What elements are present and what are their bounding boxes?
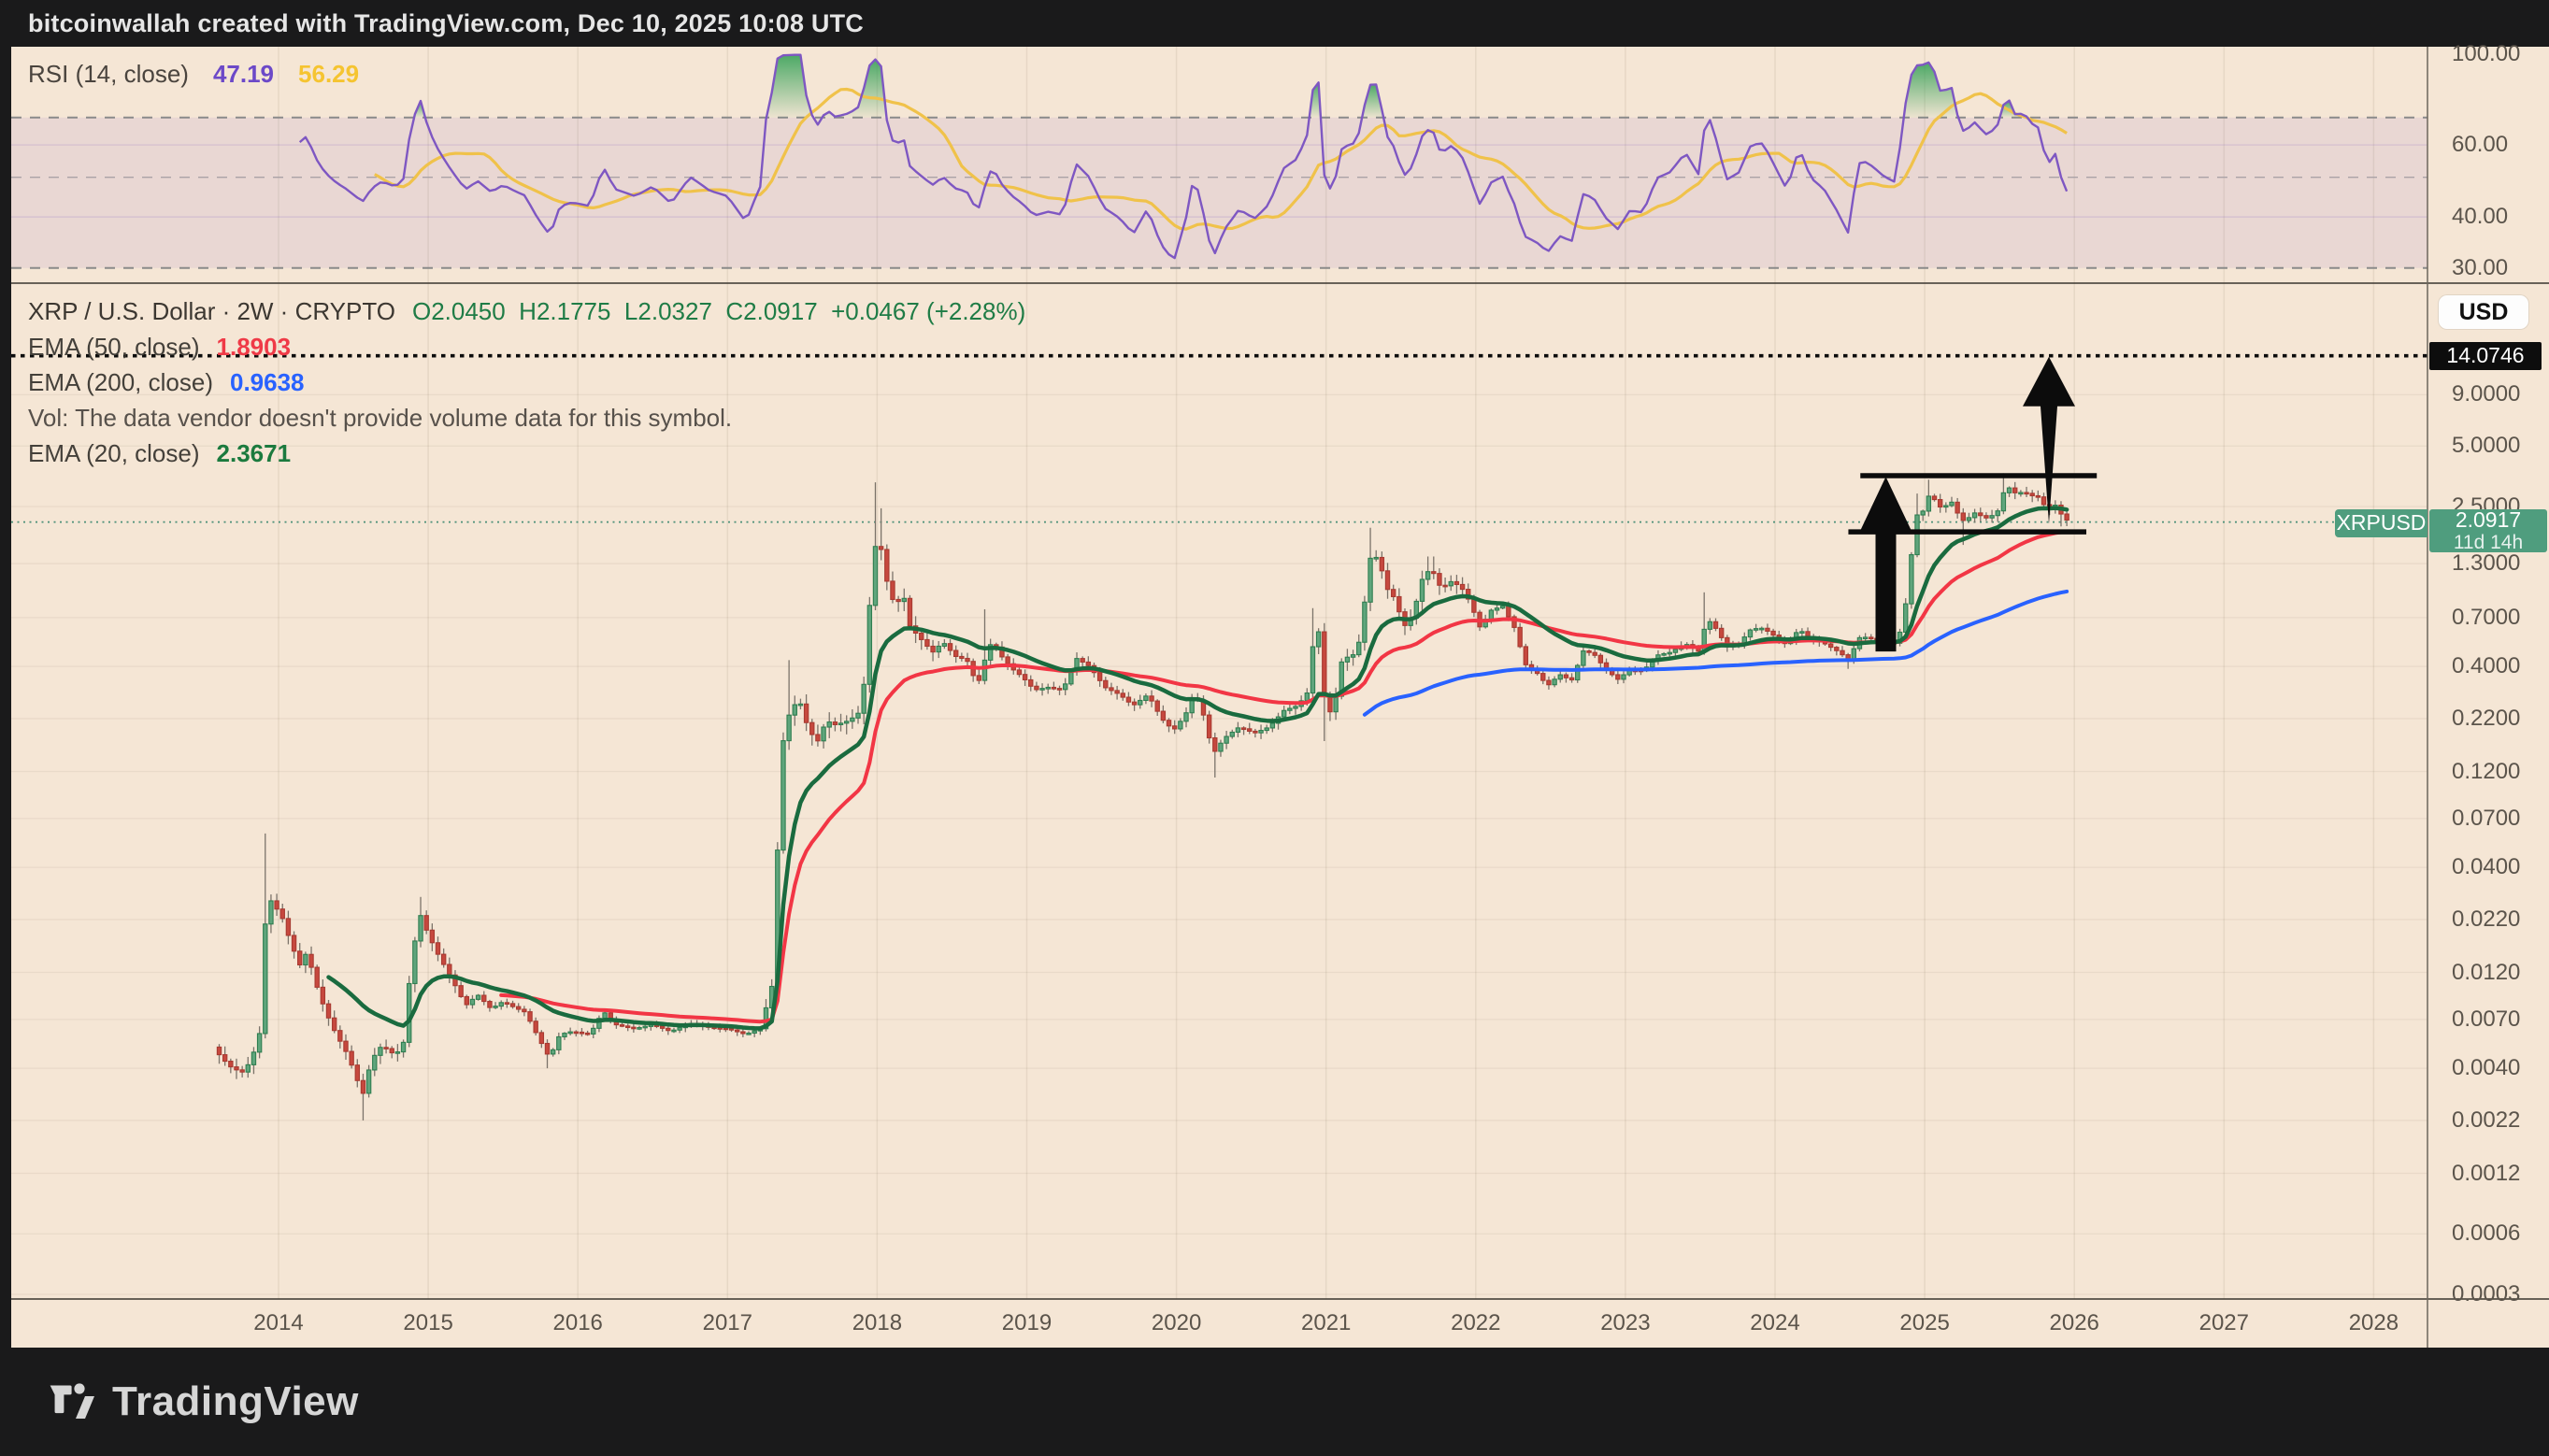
year-label[interactable]: 2028 — [2348, 1310, 2399, 1335]
tradingview-logo-icon — [50, 1383, 94, 1419]
tradingview-logo-text: TradingView — [112, 1378, 359, 1424]
year-label[interactable]: 2026 — [2049, 1310, 2099, 1335]
year-label[interactable]: 2023 — [1600, 1310, 1651, 1335]
price-axis-label: 0.1200 — [2452, 758, 2521, 784]
price-axis-label: 0.0006 — [2452, 1220, 2521, 1247]
price-axis-label: 0.0012 — [2452, 1160, 2521, 1186]
year-label[interactable]: 2019 — [1001, 1310, 1053, 1335]
price-axis-label: 0.0220 — [2452, 906, 2521, 932]
price-axis-label: 0.0700 — [2452, 805, 2521, 831]
price-axis-label: 5.0000 — [2452, 433, 2521, 459]
year-label[interactable]: 2015 — [403, 1310, 453, 1335]
year-label[interactable]: 2027 — [2198, 1310, 2249, 1335]
year-label[interactable]: 2014 — [253, 1310, 304, 1335]
rsi-axis-label: 40.00 — [2452, 204, 2509, 230]
rsi-axis-label: 100.00 — [2452, 41, 2521, 66]
price-axis-label: 0.2200 — [2452, 705, 2521, 731]
year-label[interactable]: 2022 — [1451, 1310, 1501, 1335]
title-bar: bitcoinwallah created with TradingView.c… — [0, 0, 2549, 47]
price-axis-label: 0.0070 — [2452, 1006, 2521, 1032]
year-label[interactable]: 2020 — [1151, 1310, 1202, 1335]
year-label[interactable]: 2016 — [552, 1310, 603, 1335]
year-label[interactable]: 2025 — [1899, 1310, 1950, 1335]
price-axis-label: 0.0120 — [2452, 959, 2521, 985]
chart-canvas-background — [11, 47, 2549, 1348]
price-axis-label: 9.0000 — [2452, 381, 2521, 407]
rsi-axis-label: 60.00 — [2452, 132, 2509, 158]
tradingview-logo[interactable]: TradingView — [49, 1377, 359, 1426]
price-axis-label: 0.0400 — [2452, 854, 2521, 880]
attribution-text: bitcoinwallah created with TradingView.c… — [28, 8, 865, 37]
price-axis-label: 2.5000 — [2452, 493, 2521, 519]
price-axis-label: 0.0040 — [2452, 1055, 2521, 1081]
price-axis-label: 0.4000 — [2452, 653, 2521, 679]
year-label[interactable]: 2017 — [702, 1310, 752, 1335]
price-axis-label: 0.0003 — [2452, 1280, 2521, 1306]
year-label[interactable]: 2024 — [1750, 1310, 1800, 1335]
price-axis-label: 1.3000 — [2452, 550, 2521, 577]
year-label[interactable]: 2021 — [1300, 1310, 1352, 1335]
year-label[interactable]: 2018 — [852, 1310, 903, 1335]
price-axis-label: 0.7000 — [2452, 604, 2521, 630]
rsi-axis-label: 30.00 — [2452, 254, 2509, 280]
price-axis-label: 0.0022 — [2452, 1106, 2521, 1133]
footer-bar: TradingView — [0, 1348, 2549, 1456]
